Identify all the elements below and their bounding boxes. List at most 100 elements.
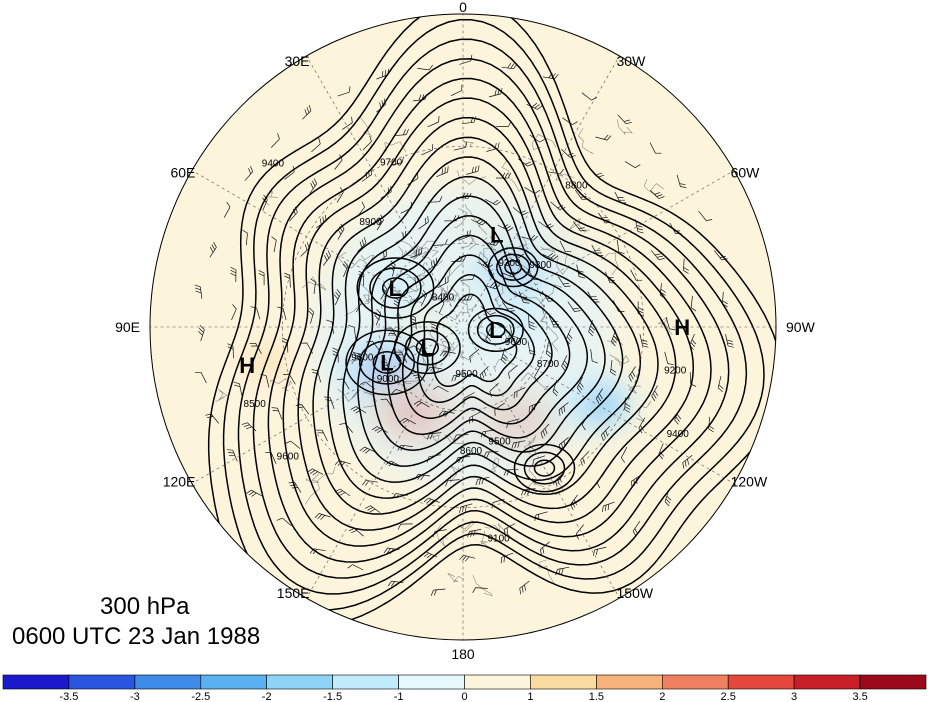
closed-contour <box>476 314 515 345</box>
coastline-segment <box>403 297 419 307</box>
wind-barb <box>659 283 667 299</box>
contour-label: 9500 <box>488 436 511 447</box>
colorbar-swatch <box>530 674 597 690</box>
wind-barb <box>308 307 315 324</box>
wind-barb <box>628 366 636 382</box>
wind-barb <box>347 564 364 571</box>
height-contour <box>222 18 765 611</box>
wind-barb <box>630 269 643 281</box>
wind-barb <box>576 264 585 279</box>
wind-barb <box>445 479 460 487</box>
wind-barb <box>342 261 349 278</box>
wind-barb <box>427 115 440 128</box>
wind-barb <box>357 237 367 252</box>
contour-labels: 9600 9500 9600 9400 9300 9200 9100 9000 8900 8800… <box>244 157 690 544</box>
coastline-segment <box>540 246 556 253</box>
longitude-label: 120E <box>163 474 196 490</box>
closed-contour <box>533 459 556 477</box>
closed-contour <box>487 247 539 288</box>
lat-lon-grid <box>150 14 776 640</box>
wind-barb <box>427 257 438 272</box>
wind-barb <box>417 64 433 71</box>
colorbar-tick-label: 3.5 <box>852 691 867 702</box>
wind-barb <box>226 449 238 462</box>
wind-barb <box>472 587 488 593</box>
wind-barb <box>258 270 265 286</box>
height-contour <box>207 14 776 627</box>
wind-barb <box>314 513 331 520</box>
wind-barb <box>469 348 480 363</box>
coastline-segment <box>447 292 468 307</box>
low-pressure-marker: L <box>490 222 503 247</box>
coastline-segment <box>215 389 228 403</box>
wind-barb <box>555 472 565 487</box>
longitude-label: 180 <box>451 646 475 662</box>
height-contour <box>312 136 659 515</box>
colorbar-tick-label: 0 <box>461 691 467 702</box>
coastline-segment <box>421 249 443 267</box>
contour-label: 8800 <box>565 181 588 192</box>
low-pressure-marker: L <box>389 276 402 301</box>
wind-barb <box>682 455 693 469</box>
wind-barb <box>350 406 367 414</box>
longitude-label: 150E <box>277 585 310 601</box>
wind-barb <box>334 460 351 467</box>
coastline-segment <box>447 572 465 583</box>
longitude-label: 30E <box>285 53 310 69</box>
wind-barb <box>576 376 584 393</box>
wind-barb <box>602 501 615 512</box>
coastline-segment <box>503 331 514 344</box>
wind-barb <box>580 451 590 466</box>
low-pressure-marker: L <box>421 336 434 361</box>
low-pressure-marker: L <box>380 350 393 375</box>
wind-barb <box>459 503 473 513</box>
wind-barb <box>362 135 372 151</box>
wind-barb <box>651 385 659 402</box>
coastline-segment <box>657 316 673 336</box>
pressure-systems: L L L L L H H <box>239 222 690 378</box>
colorbar-swatch <box>727 674 795 690</box>
wind-barb <box>610 359 617 376</box>
longitude-label: 120W <box>731 474 768 490</box>
colorbar-tick-label: -1 <box>394 691 404 702</box>
coastline-segment <box>578 128 594 154</box>
wind-barb <box>521 234 538 241</box>
map-border <box>149 13 777 641</box>
wind-barb <box>649 142 662 154</box>
wind-barb <box>540 423 550 439</box>
wind-barb <box>542 252 559 260</box>
wind-barb <box>485 198 501 206</box>
wind-barb <box>387 580 404 587</box>
closed-contour <box>523 451 566 485</box>
coastline-segment <box>493 357 515 372</box>
coastline-segment <box>547 325 559 352</box>
longitude-label: 60W <box>731 165 761 181</box>
coastline-segment <box>393 289 408 299</box>
wind-barb <box>664 351 674 366</box>
wind-barb <box>497 224 514 232</box>
wind-barb <box>635 219 644 234</box>
contour-label: 8900 <box>359 217 382 228</box>
wind-barb <box>408 345 424 353</box>
colorbar-swatch <box>596 674 663 690</box>
wind-barb <box>323 250 331 266</box>
wind-barb <box>477 261 493 269</box>
coastline-segment <box>524 435 537 455</box>
high-pressure-marker: H <box>239 353 255 378</box>
contour-label: 9200 <box>664 366 687 377</box>
height-contours <box>207 14 776 627</box>
wind-barb <box>565 328 573 345</box>
coastline-segment <box>409 247 431 259</box>
contour-label: 9600 <box>505 337 528 348</box>
closed-contour <box>369 267 422 309</box>
coastline-segment <box>360 254 375 267</box>
wind-barb <box>302 104 312 120</box>
contour-label: 9700 <box>380 157 403 168</box>
wind-barb <box>595 134 612 141</box>
wind-barb <box>421 144 434 156</box>
wind-barb <box>617 114 632 125</box>
wind-barb <box>495 172 512 179</box>
wind-barb <box>411 371 426 382</box>
map-disc: 9600 9500 9600 9400 9300 9200 9100 9000 8900 8800… <box>150 14 776 640</box>
wind-barb <box>690 295 697 312</box>
